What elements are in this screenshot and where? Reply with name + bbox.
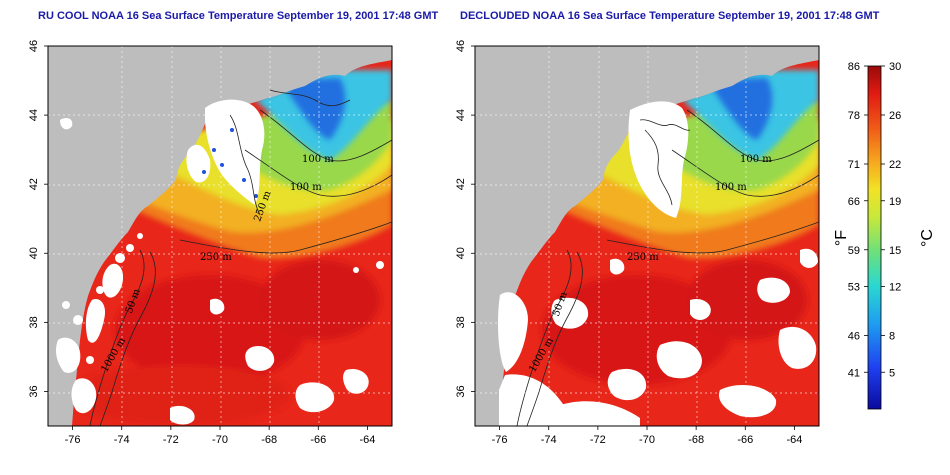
x-tick-label: -66	[310, 434, 326, 446]
isobath-contours	[89, 89, 392, 426]
x-tick-label: -68	[261, 434, 277, 446]
x-tick-label: -74	[541, 434, 557, 446]
cloud-mask	[56, 99, 369, 425]
y-tick-label: 38	[455, 316, 467, 328]
contour-label-100m-b: 100 m	[715, 182, 747, 193]
coastline-land	[48, 46, 392, 426]
y-tick-label: 38	[28, 316, 40, 328]
map-panel-right: 100 m 100 m 250 m 50 m 1000 m -76 -74 -72-…	[455, 40, 820, 446]
x-tick-label: -64	[359, 434, 375, 446]
colorbar: 30 86 26 78 22 71 19 66 15 59 12 53 8 46 5 41 °F °C	[833, 61, 936, 410]
celsius-tick-label: 8	[889, 331, 895, 343]
x-tick-label: -74	[114, 434, 130, 446]
x-tick-label: -64	[786, 434, 802, 446]
lat-lon-grid	[48, 46, 392, 426]
x-tick-label: -76	[492, 434, 508, 446]
y-tick-label: 44	[28, 109, 40, 121]
y-tick-label: 46	[28, 40, 40, 52]
x-tick-label: -68	[688, 434, 704, 446]
fahrenheit-tick-label: 59	[848, 245, 860, 257]
x-tick-label: -72	[590, 434, 606, 446]
celsius-tick-label: 5	[889, 367, 895, 379]
y-tick-label: 44	[455, 109, 467, 121]
gulf-maine-blue-water	[280, 78, 346, 140]
x-tick-label: -76	[65, 434, 81, 446]
fahrenheit-tick-label: 71	[848, 159, 860, 171]
x-tick-label: -70	[639, 434, 655, 446]
x-tick-label: -70	[212, 434, 228, 446]
panel-left-title: RU COOL NOAA 16 Sea Surface Temperature …	[38, 10, 439, 22]
y-tick-label: 36	[28, 385, 40, 397]
colorbar-gradient	[867, 65, 882, 410]
contour-label-250m-a: 250 m	[200, 252, 232, 263]
fahrenheit-tick-label: 41	[848, 367, 860, 379]
celsius-tick-label: 30	[889, 61, 901, 73]
panel-right-title: DECLOUDED NOAA 16 Sea Surface Temperatur…	[460, 10, 880, 22]
contour-label-100m-b: 100 m	[290, 182, 322, 193]
fahrenheit-tick-label: 78	[848, 110, 860, 122]
y-tick-label: 36	[455, 385, 467, 397]
y-tick-label: 42	[28, 178, 40, 190]
fahrenheit-tick-label: 86	[848, 61, 860, 73]
fahrenheit-unit-label: °F	[833, 230, 850, 246]
y-tick-label: 40	[455, 247, 467, 259]
contour-label-100m-a: 100 m	[740, 154, 772, 165]
fahrenheit-tick-label: 53	[848, 282, 860, 294]
y-tick-label: 40	[28, 247, 40, 259]
contour-label-100m-a: 100 m	[302, 154, 334, 165]
fahrenheit-tick-label: 46	[848, 331, 860, 343]
y-tick-label: 42	[455, 178, 467, 190]
contour-label-250m: 250 m	[627, 252, 659, 263]
celsius-unit-label: °C	[919, 229, 936, 247]
celsius-tick-label: 12	[889, 282, 901, 294]
celsius-tick-label: 15	[889, 245, 901, 257]
x-tick-label: -72	[163, 434, 179, 446]
celsius-tick-label: 22	[889, 159, 901, 171]
fahrenheit-tick-label: 66	[848, 196, 860, 208]
x-tick-label: -66	[737, 434, 753, 446]
y-tick-label: 46	[455, 40, 467, 52]
celsius-tick-label: 26	[889, 110, 901, 122]
celsius-tick-label: 19	[889, 196, 901, 208]
map-panel-left: 100 m 100 m 250 m 250 m 50 m 1000 m -76-…	[28, 40, 393, 446]
